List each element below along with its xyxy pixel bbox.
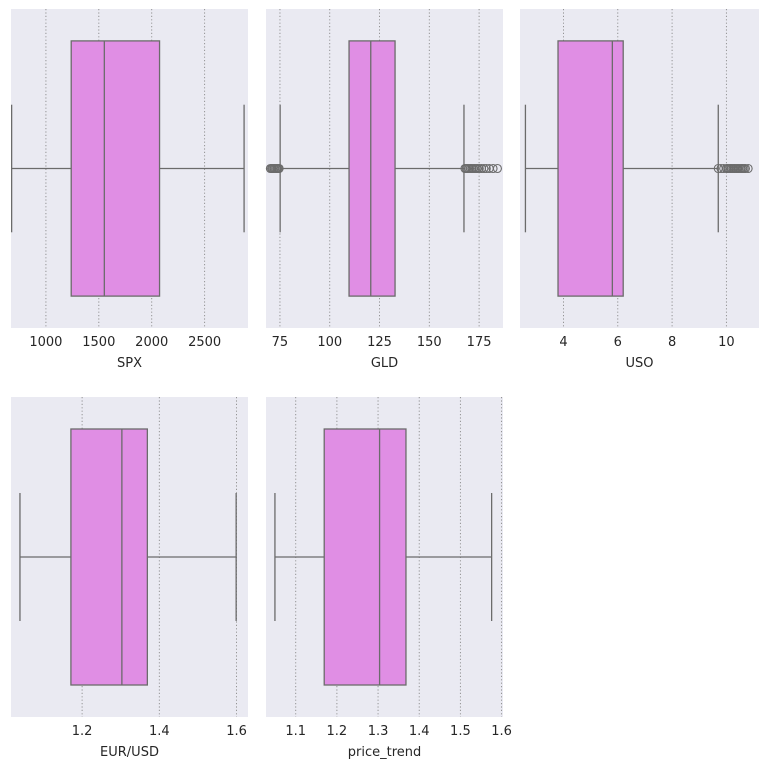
subplot-5: 1.1 1.2 1.3 1.4 1.5 1.6 price_trend bbox=[266, 397, 512, 760]
x-tick-label: 1.5 bbox=[450, 724, 471, 739]
x-tick-label: 1500 bbox=[82, 335, 115, 350]
box-iqr bbox=[70, 428, 149, 686]
outlier-point bbox=[740, 163, 750, 174]
x-tick-label: 1.6 bbox=[491, 724, 512, 739]
outlier-point bbox=[743, 163, 753, 174]
box-iqr bbox=[348, 40, 396, 297]
outlier-point bbox=[274, 163, 284, 174]
x-tick-label: 1.4 bbox=[149, 724, 170, 739]
x-tick-label: 1.6 bbox=[226, 724, 247, 739]
x-tick-label: 2500 bbox=[188, 335, 221, 350]
outlier-point bbox=[488, 163, 498, 174]
x-tick-label: 1.2 bbox=[72, 724, 93, 739]
outlier-point bbox=[474, 163, 484, 174]
x-tick-label: 1.1 bbox=[285, 724, 306, 739]
x-tick-label: 2000 bbox=[135, 335, 168, 350]
x-tick-label: 6 bbox=[614, 335, 622, 350]
x-tick-label: 1.2 bbox=[327, 724, 348, 739]
x-tick-label: 75 bbox=[272, 335, 289, 350]
x-tick-label: 1.3 bbox=[368, 724, 389, 739]
subplot-2: 75 100 125 150 175 GLD bbox=[265, 9, 503, 371]
x-axis-label: SPX bbox=[117, 356, 142, 371]
outlier-point bbox=[481, 163, 491, 174]
outlier-point bbox=[492, 163, 502, 174]
x-axis-label: price_trend bbox=[348, 745, 422, 760]
x-tick-label: 1000 bbox=[29, 335, 62, 350]
x-tick-label: 1.4 bbox=[409, 724, 430, 739]
box-iqr bbox=[557, 40, 624, 297]
x-tick-label: 10 bbox=[718, 335, 735, 350]
x-tick-label: 150 bbox=[417, 335, 442, 350]
x-axis-label: EUR/USD bbox=[100, 745, 159, 760]
subplot-3: 4 6 8 10 USO bbox=[520, 9, 759, 371]
x-axis-label: USO bbox=[626, 356, 654, 371]
x-tick-label: 175 bbox=[467, 335, 492, 350]
x-tick-label: 8 bbox=[668, 335, 676, 350]
subplot-1: 1000 1500 2000 2500 SPX bbox=[10, 9, 248, 371]
x-tick-label: 100 bbox=[317, 335, 342, 350]
outlier-point bbox=[479, 163, 489, 174]
x-axis-label: GLD bbox=[371, 356, 398, 371]
x-tick-label: 4 bbox=[559, 335, 567, 350]
subplot-4: 1.2 1.4 1.6 EUR/USD bbox=[11, 397, 248, 760]
box-iqr bbox=[70, 40, 161, 297]
box-iqr bbox=[323, 428, 407, 686]
x-tick-label: 125 bbox=[367, 335, 392, 350]
